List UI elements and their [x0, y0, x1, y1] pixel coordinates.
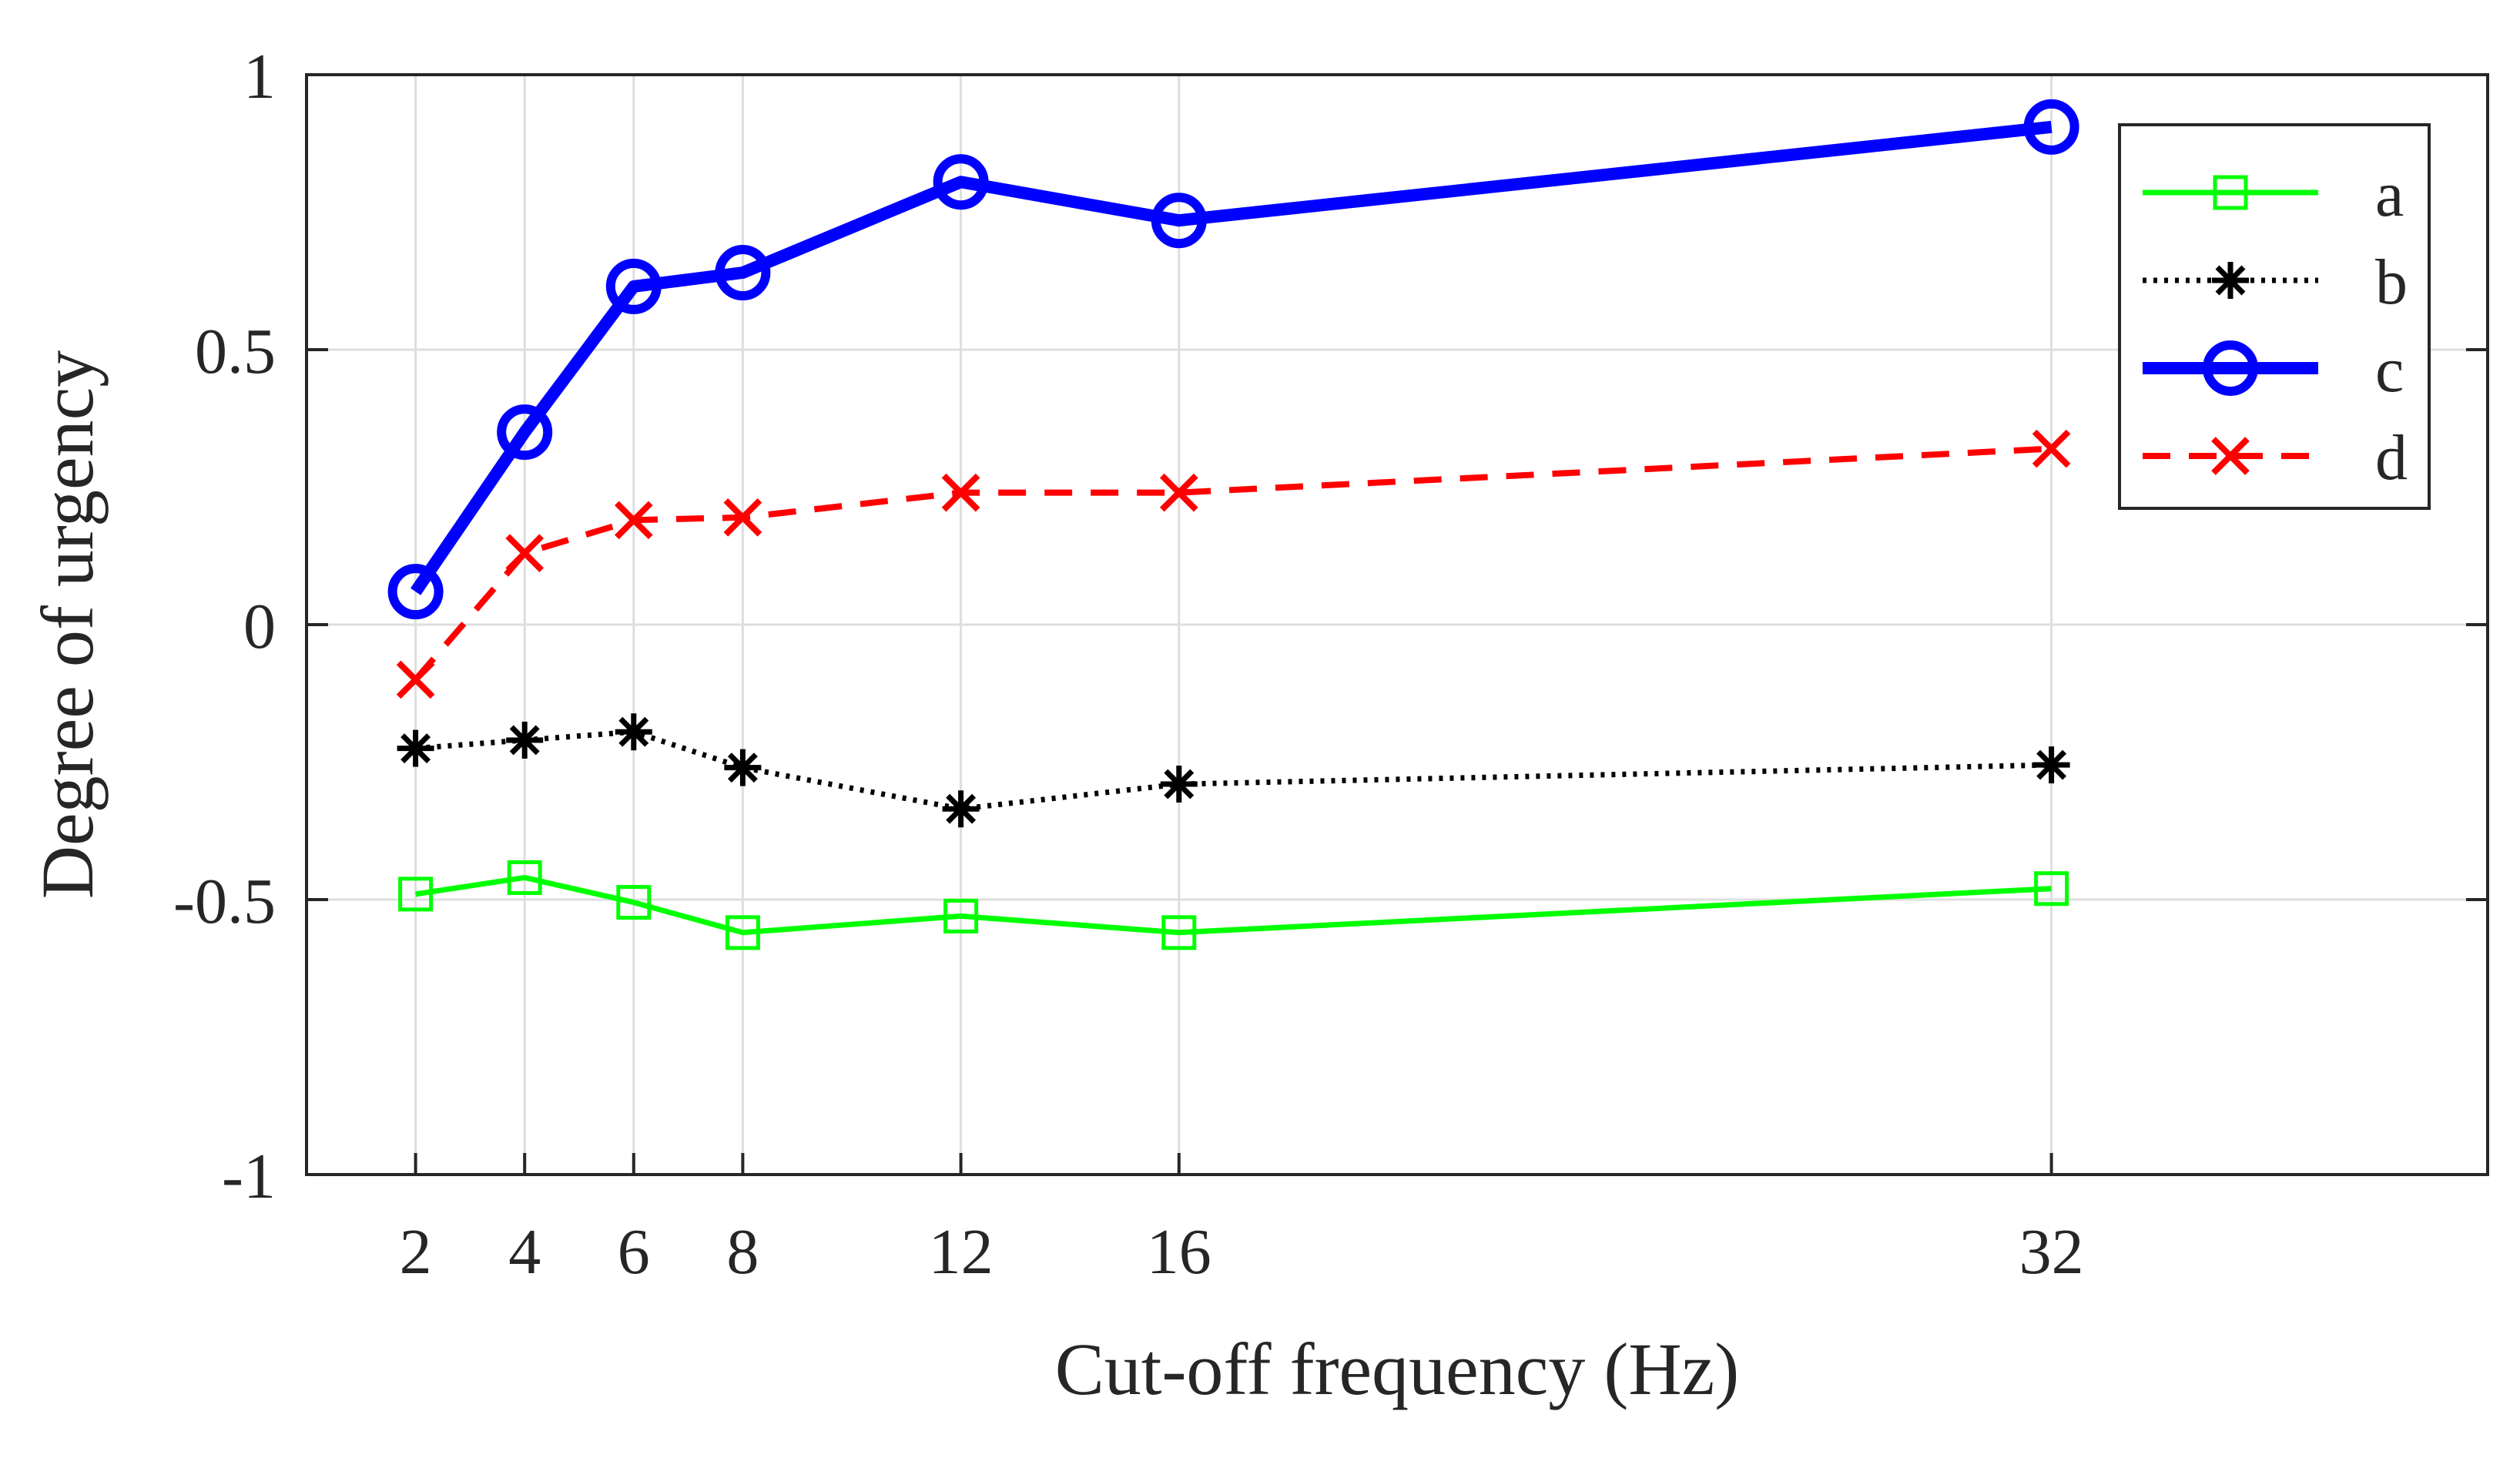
- series-a-line: [415, 874, 2052, 936]
- series-b-point: [2032, 746, 2070, 784]
- series-b-point: [1160, 766, 1198, 803]
- series-a-point: [943, 898, 979, 933]
- x-tick-label: 8: [726, 1216, 759, 1288]
- legend-label: d: [2375, 422, 2408, 494]
- legend-marker: [2212, 262, 2249, 299]
- series-d-point: [1159, 473, 1198, 512]
- x-tick-label: 2: [400, 1216, 432, 1288]
- x-tick-label: 6: [618, 1216, 650, 1288]
- series-c-point: [1151, 193, 1207, 249]
- legend-label: a: [2375, 159, 2404, 230]
- y-tick-labels: -1 -0.5 0 0.5 1: [173, 41, 276, 1212]
- series-c-point: [605, 258, 662, 314]
- y-tick-label: 1: [243, 41, 276, 112]
- legend-marker: [2213, 175, 2248, 210]
- y-tick-label: 0.5: [195, 316, 276, 387]
- series-c-point: [715, 245, 771, 301]
- legend-marker: [2211, 437, 2250, 475]
- x-axis-title: Cut-off frequency (Hz): [1055, 1328, 1740, 1410]
- series-c-point: [933, 154, 989, 210]
- series-d-point: [614, 501, 653, 540]
- legend-label: c: [2375, 334, 2404, 406]
- series-c-point: [387, 564, 444, 620]
- x-tick-label: 12: [929, 1216, 994, 1288]
- series-d: [396, 429, 2071, 699]
- series-a-point: [507, 860, 542, 895]
- legend-item-d: d: [2143, 422, 2408, 494]
- series-d-point: [505, 534, 545, 573]
- series-c-point: [497, 404, 553, 461]
- x-tick-label: 16: [1147, 1216, 1211, 1288]
- series-b-point: [506, 721, 544, 759]
- x-tick-labels: 2 4 6 8 12 16 32: [400, 1216, 2084, 1288]
- y-axis-title: Degree of urgency: [26, 350, 109, 900]
- x-tick-label: 4: [508, 1216, 541, 1288]
- y-tick-label: -1: [222, 1141, 276, 1212]
- y-tick-label: -0.5: [173, 866, 276, 937]
- series-d-point: [396, 660, 435, 699]
- legend-label: b: [2375, 246, 2408, 318]
- series-d-point: [2032, 429, 2071, 468]
- series-a-point: [2034, 871, 2069, 907]
- legend-marker: [2203, 340, 2258, 396]
- series-c: [387, 99, 2079, 620]
- series-d-point: [723, 498, 762, 537]
- series-c-line: [410, 120, 2053, 595]
- series-b-point: [942, 790, 980, 828]
- series-a-point: [616, 885, 652, 920]
- legend-item-c: c: [2143, 334, 2404, 406]
- series-c-point: [2023, 99, 2079, 155]
- legend-box: [2118, 123, 2431, 510]
- series-a-point: [398, 876, 434, 912]
- series-b: [397, 713, 2070, 828]
- series-b-point: [615, 713, 652, 751]
- series-b-point: [397, 729, 434, 767]
- series-a: [398, 860, 2069, 950]
- axis-ticks: [307, 73, 2488, 1176]
- series-a-point: [725, 915, 760, 950]
- series-layer: [387, 99, 2079, 950]
- legend-item-b: b: [2143, 246, 2408, 318]
- x-tick-label: 32: [2019, 1216, 2084, 1288]
- legend-item-a: a: [2143, 159, 2404, 230]
- series-a-point: [1161, 915, 1197, 950]
- series-b-point: [724, 749, 762, 786]
- series-d-point: [941, 473, 980, 512]
- y-tick-label: 0: [243, 591, 276, 662]
